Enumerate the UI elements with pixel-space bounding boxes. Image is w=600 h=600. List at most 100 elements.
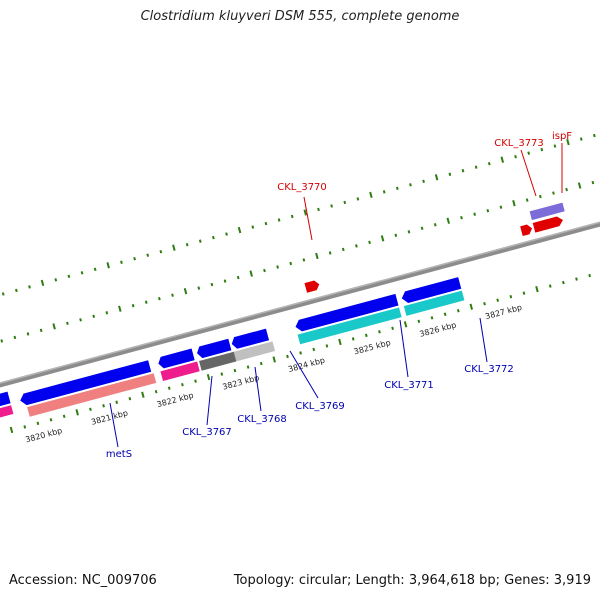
gene-cds-ckl-3772[interactable]: [400, 277, 462, 304]
lower-tick-mark: [49, 418, 53, 422]
upper-tick-mark: [93, 267, 97, 272]
upper-tick-mark: [80, 271, 84, 275]
accession-label: Accession:: [9, 573, 78, 588]
gene-feature-ckl-3772-cyan[interactable]: [403, 290, 465, 316]
gene-cds-left-edge[interactable]: [0, 391, 11, 413]
kbp-label-3824: 3824 kbp: [287, 356, 326, 374]
genome-backbone-highlight: [0, 203, 600, 402]
gene-cds-ckl-3767[interactable]: [157, 348, 195, 370]
lower-tick-mark: [62, 414, 66, 419]
lower-tick-mark: [496, 298, 500, 302]
middle-tick-mark: [394, 233, 398, 238]
middle-tick-mark: [105, 311, 109, 315]
gene-cds-ckl-3773-small[interactable]: [520, 223, 533, 237]
middle-tick-mark: [171, 293, 174, 297]
upper-tick-mark: [579, 137, 583, 141]
kbp-label-3827: 3827 kbp: [484, 303, 523, 321]
topology-label: Topology:: [233, 573, 295, 588]
lower-tick-mark: [469, 303, 474, 310]
lower-tick-mark: [9, 426, 14, 434]
upper-tick-mark: [395, 186, 399, 191]
gene-cds-metS[interactable]: [19, 360, 152, 406]
middle-tick-mark: [92, 314, 96, 318]
gene-label-metS[interactable]: metS: [106, 449, 132, 460]
map-title: Clostridium kluyveri DSM 555, complete g…: [140, 9, 460, 24]
middle-tick-mark: [525, 198, 529, 202]
kbp-label-3823: 3823 kbp: [222, 373, 261, 391]
upper-tick-mark: [251, 225, 255, 229]
upper-tick-mark: [212, 235, 215, 240]
upper-tick-mark: [28, 285, 31, 289]
upper-tick-mark: [290, 214, 294, 219]
middle-tick-mark: [263, 268, 266, 273]
upper-tick-mark: [382, 190, 386, 194]
upper-tick-mark: [487, 161, 491, 166]
middle-tick-mark: [302, 258, 306, 262]
gene-label-ckl-3767[interactable]: CKL_3767: [182, 427, 232, 438]
gene-feature-metS-salmon[interactable]: [27, 373, 157, 417]
gene-cds-ckl-3770[interactable]: [304, 279, 320, 293]
forward-strand-features: [304, 202, 565, 293]
lower-tick-mark: [391, 326, 394, 331]
gene-label-ckl-3773[interactable]: CKL_3773: [494, 138, 544, 149]
gene-feature-left-edge-pink[interactable]: [0, 405, 14, 423]
lower-tick-mark: [456, 309, 460, 313]
gene-label-ckl-3768[interactable]: CKL_3768: [237, 414, 287, 425]
middle-tick-mark: [473, 212, 477, 216]
gene-feature-ckl-3768-gray[interactable]: [199, 351, 237, 371]
gene-label-ckl-3770[interactable]: CKL_3770: [277, 182, 327, 193]
middle-tick-mark: [380, 235, 385, 242]
lower-tick-mark: [575, 277, 578, 281]
gene-cds-ckl-3771[interactable]: [294, 293, 399, 333]
topology-value: circular: [298, 573, 347, 588]
gene-cds-ckl-3768[interactable]: [195, 338, 232, 359]
lower-tick-mark: [351, 337, 355, 341]
middle-tick-mark: [368, 240, 371, 245]
lower-tick-mark: [36, 421, 40, 426]
middle-tick-mark: [565, 187, 568, 192]
lower-tick-mark: [562, 280, 565, 285]
leader-ckl-3767: [206, 375, 213, 426]
middle-tick-mark: [26, 332, 30, 336]
upper-tick-mark: [15, 288, 18, 293]
middle-tick-mark: [577, 182, 582, 189]
gene-cds-ispF[interactable]: [532, 215, 565, 233]
gene-feature-ckl-3771-cyan[interactable]: [297, 307, 402, 345]
kbp-label-3821: 3821 kbp: [90, 408, 129, 426]
gene-label-ckl-3769[interactable]: CKL_3769: [295, 401, 345, 412]
accession-value: NC_009706: [81, 573, 157, 588]
lower-tick-row: [9, 273, 591, 434]
middle-tick-mark: [355, 244, 358, 248]
gene-feature-ckl-3769-lightgray[interactable]: [233, 341, 276, 362]
leader-metS: [109, 402, 119, 448]
leader-ckl-3768: [254, 366, 262, 412]
upper-tick-mark: [159, 249, 163, 254]
middle-tick-mark: [158, 296, 161, 301]
middle-tick-mark: [79, 318, 82, 322]
upper-tick-mark: [356, 197, 360, 201]
upper-tick-mark: [198, 239, 202, 243]
gene-feature-ispF-purple[interactable]: [529, 202, 565, 221]
middle-tick-mark: [433, 223, 437, 227]
leader-ckl-3770: [303, 196, 313, 241]
gene-label-ckl-3772[interactable]: CKL_3772: [464, 364, 514, 375]
middle-tick-mark: [13, 335, 17, 340]
lower-tick-mark: [167, 386, 171, 390]
gene-cds-ckl-3769[interactable]: [230, 328, 270, 350]
kbp-label-3820: 3820 kbp: [24, 426, 63, 444]
middle-tick-mark: [183, 288, 188, 295]
gene-label-ckl-3771[interactable]: CKL_3771: [384, 380, 434, 391]
lower-tick-mark: [89, 407, 92, 411]
middle-tick-mark: [486, 208, 490, 213]
gene-labels: CKL_3770 CKL_3773 ispF metS CKL_3767 CKL…: [106, 131, 572, 460]
genes-label: Genes:: [504, 573, 550, 588]
middle-tick-mark: [131, 304, 135, 308]
lower-tick-mark: [299, 351, 302, 355]
gene-label-ispF[interactable]: ispF: [552, 131, 572, 142]
upper-tick-mark: [277, 218, 281, 222]
gene-feature-ckl-3767-pink[interactable]: [160, 361, 200, 382]
upper-tick-mark: [409, 183, 412, 187]
genes-value: 3,919: [553, 573, 591, 588]
lower-tick-mark: [522, 291, 526, 295]
middle-tick-mark: [39, 328, 43, 333]
